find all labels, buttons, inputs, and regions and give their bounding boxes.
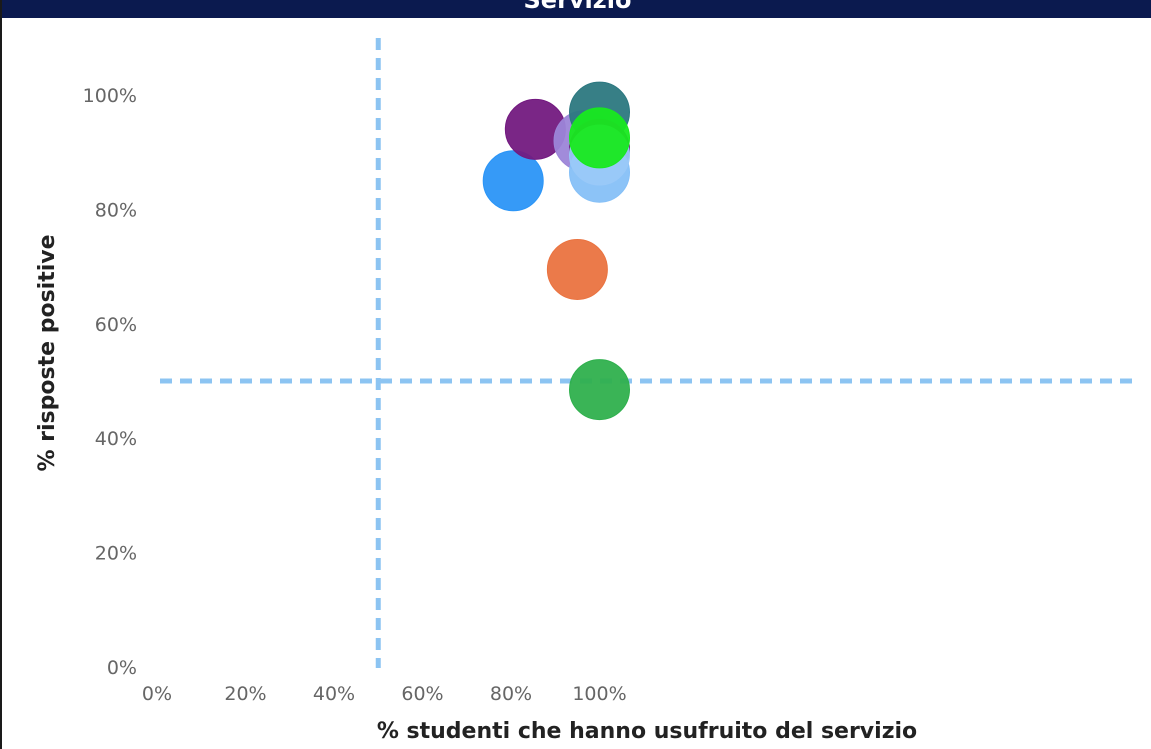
- data-point: [569, 359, 630, 421]
- data-point: [546, 238, 608, 300]
- y-tick-label: 80%: [95, 199, 137, 221]
- reference-lines: [160, 38, 1132, 668]
- x-tick-label: 60%: [401, 683, 443, 705]
- x-tick-label: 20%: [224, 683, 266, 705]
- data-points: [482, 81, 630, 421]
- y-tick-label: 100%: [83, 85, 137, 107]
- y-axis-ticks: 0% 20% 40% 60% 80% 100%: [83, 85, 137, 679]
- x-tick-label: 0%: [142, 683, 172, 705]
- y-tick-label: 0%: [107, 657, 137, 679]
- x-tick-label: 80%: [490, 683, 532, 705]
- chart-header: Servizio: [2, 0, 1151, 18]
- y-tick-label: 60%: [95, 314, 137, 336]
- chart-title: Servizio: [523, 0, 632, 14]
- x-tick-label: 100%: [572, 683, 626, 705]
- x-tick-label: 40%: [313, 683, 355, 705]
- x-axis-title: % studenti che hanno usufruito del servi…: [377, 719, 917, 744]
- data-point: [569, 107, 630, 169]
- y-axis-title: % risposte positive: [35, 234, 60, 471]
- y-tick-label: 20%: [95, 543, 137, 565]
- y-tick-label: 40%: [95, 428, 137, 450]
- x-axis-ticks: 0% 20% 40% 60% 80% 100%: [142, 683, 627, 705]
- data-point: [482, 150, 544, 212]
